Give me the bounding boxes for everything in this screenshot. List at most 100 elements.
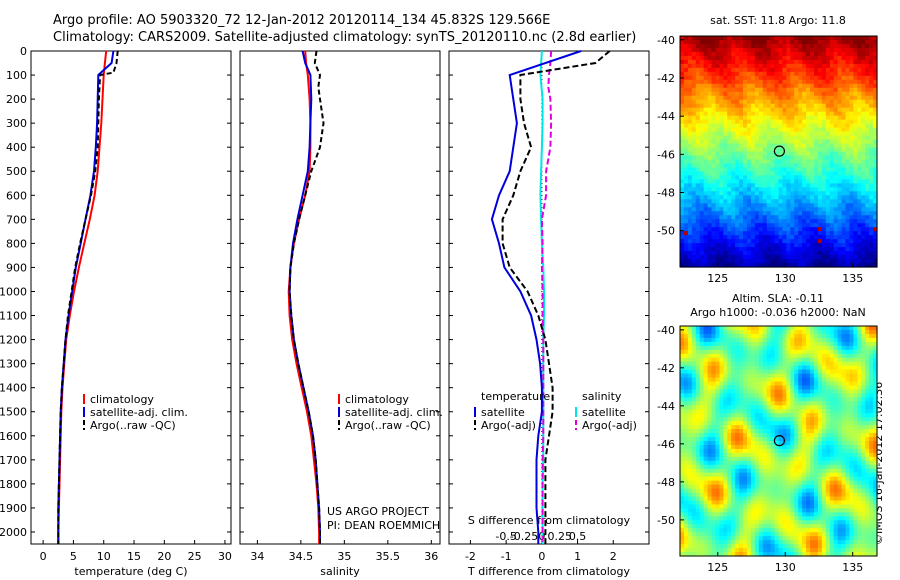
sla-map-cell bbox=[766, 468, 772, 474]
sst-map-cell bbox=[825, 43, 831, 49]
sst-map-cell bbox=[770, 36, 776, 41]
sst-map-cell bbox=[837, 127, 843, 133]
sla-map-cell bbox=[762, 413, 768, 418]
sla-map-cell bbox=[825, 337, 831, 343]
sla-map-cell bbox=[719, 397, 724, 402]
sst-map-cell bbox=[825, 231, 831, 236]
sst-map-cell bbox=[746, 247, 752, 252]
sla-map-cell bbox=[853, 405, 858, 410]
sla-map-cell bbox=[829, 413, 835, 418]
sla-map-cell bbox=[857, 326, 862, 331]
sst-map-cell bbox=[825, 51, 831, 57]
sst-map-cell bbox=[813, 243, 819, 248]
sst-map-cell bbox=[786, 39, 791, 45]
sst-map-cell bbox=[817, 79, 823, 85]
sla-map-cell bbox=[735, 361, 740, 367]
sst-map-cell bbox=[806, 155, 811, 161]
sla-map-cell bbox=[754, 345, 760, 351]
sst-map-cell bbox=[873, 63, 878, 69]
sst-map-cell bbox=[810, 151, 815, 157]
sst-map-cell bbox=[869, 51, 874, 57]
sst-map-cell bbox=[857, 247, 862, 252]
sst-map-cell bbox=[794, 215, 799, 220]
sst-map-cell bbox=[774, 231, 780, 236]
sla-map-cell bbox=[719, 444, 724, 450]
sst-map-cell bbox=[869, 243, 874, 248]
sst-map-cell bbox=[711, 219, 717, 224]
sst-map-cell bbox=[802, 167, 807, 173]
sst-map-cell bbox=[829, 79, 835, 85]
sst-map-cell bbox=[707, 139, 713, 145]
sst-map-cell bbox=[680, 239, 685, 244]
sla-map-cell bbox=[802, 413, 807, 418]
sla-map-cell bbox=[707, 409, 713, 414]
sla-map-cell bbox=[746, 464, 752, 470]
sla-map-cell bbox=[857, 452, 862, 458]
sla-map-cell bbox=[687, 389, 693, 395]
sla-map-cell bbox=[853, 341, 858, 347]
sst-map-cell bbox=[861, 127, 866, 133]
sla-map-cell bbox=[715, 377, 720, 383]
sst-map-cell bbox=[707, 55, 713, 61]
sst-map-cell bbox=[837, 247, 843, 252]
sst-map-cell bbox=[841, 211, 847, 216]
sst-map-cell bbox=[810, 135, 815, 141]
sla-map-cell bbox=[825, 433, 831, 438]
sst-map-cell bbox=[869, 211, 874, 216]
sla-map-cell bbox=[680, 437, 685, 442]
sst-map-cell bbox=[833, 207, 839, 212]
sst-map-cell bbox=[687, 255, 693, 260]
sst-map-cell bbox=[794, 147, 799, 153]
sst-map-cell bbox=[849, 227, 854, 232]
sla-map-cell bbox=[806, 437, 811, 442]
sst-map-cell bbox=[723, 51, 728, 57]
sst-map-cell bbox=[869, 119, 874, 125]
sst-map-cell bbox=[739, 143, 744, 149]
sst-map-cell bbox=[762, 259, 768, 264]
sla-map-cell bbox=[829, 429, 835, 434]
sst-map-cell bbox=[703, 36, 709, 41]
sst-map-cell bbox=[861, 191, 866, 196]
sst-map-cell bbox=[754, 103, 760, 109]
sst-map-cell bbox=[813, 36, 819, 41]
sla-map-cell bbox=[687, 456, 693, 462]
sst-map-cell bbox=[802, 63, 807, 69]
sla-map-cell bbox=[782, 373, 787, 379]
sla-map-cell bbox=[865, 429, 870, 434]
sla-map-cell bbox=[715, 464, 720, 470]
sst-map-cell bbox=[806, 191, 811, 196]
sst-map-cell bbox=[802, 179, 807, 184]
sst-map-cell bbox=[691, 91, 697, 97]
sst-map-cell bbox=[821, 247, 827, 252]
sla-map-cell bbox=[845, 389, 851, 395]
sst-map-cell bbox=[731, 167, 736, 173]
sst-map-cell bbox=[810, 251, 815, 256]
sst-map-cell bbox=[743, 123, 748, 129]
sst-map-cell bbox=[774, 187, 780, 192]
sst-map-cell bbox=[821, 111, 827, 117]
sst-map-cell bbox=[841, 63, 847, 69]
sla-map-cell bbox=[849, 329, 854, 335]
sla-map-cell bbox=[806, 353, 811, 359]
sla-map-cell bbox=[861, 393, 866, 398]
sst-map-cell bbox=[758, 135, 764, 141]
sst-map-cell bbox=[727, 255, 732, 260]
sst-map-cell bbox=[687, 131, 693, 137]
sla-map-cell bbox=[691, 393, 697, 398]
sst-map-cell bbox=[719, 175, 724, 180]
sst-map-cell bbox=[849, 235, 854, 240]
sla-map-cell bbox=[762, 441, 768, 446]
sst-map-cell bbox=[813, 151, 819, 157]
sst-map-cell bbox=[739, 119, 744, 125]
sst-map-cell bbox=[833, 175, 839, 180]
sla-map-cell bbox=[837, 429, 843, 434]
sla-map-cell bbox=[853, 337, 858, 343]
sst-map-cell bbox=[680, 95, 685, 101]
sst-map-cell bbox=[707, 147, 713, 153]
sla-map-cell bbox=[739, 452, 744, 458]
sla-map-cell bbox=[731, 385, 736, 391]
sst-map-cell bbox=[873, 163, 878, 169]
sla-map-cell bbox=[853, 417, 858, 422]
sla-map-cell bbox=[865, 341, 870, 347]
sla-map-cell bbox=[754, 333, 760, 339]
